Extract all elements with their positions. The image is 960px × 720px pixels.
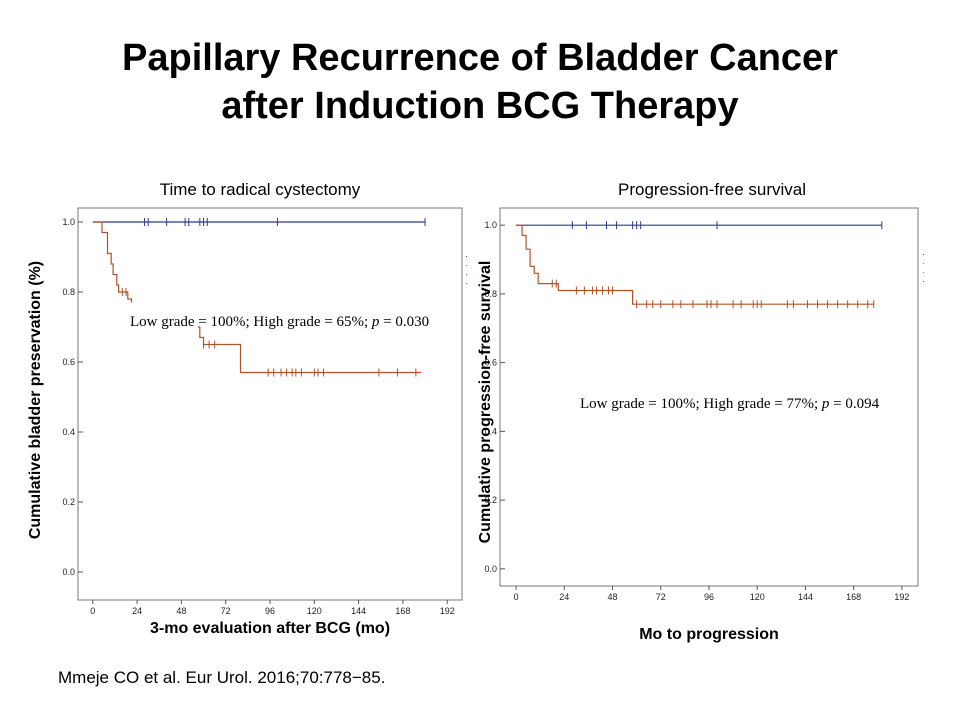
right-legend-marks: · · · · <box>922 249 925 286</box>
chart0-y-tick-label: 1.0 <box>62 217 75 227</box>
left-chart-title: Time to radical cystectomy <box>159 180 361 199</box>
chart0-series-1-line <box>92 221 133 303</box>
right-chart-annotation: Low grade = 100%; High grade = 77%; p = … <box>580 396 880 412</box>
chart1-x-tick-label: 24 <box>559 592 569 602</box>
left-chart-y-axis-label: Cumulative bladder preservation (%) <box>27 260 44 540</box>
left-chart: 0.0 0.2 0.4 0.6 0.8 1.0 0 24 48 72 96 120 144 168 192 <box>62 207 463 616</box>
slide-title: Papillary Recurrence of Bladder Cancer a… <box>0 34 960 130</box>
right-chart: 0.0 0.2 0.4 0.6 0.8 1.0 0 24 48 72 96 120 144 168 192 <box>484 207 919 602</box>
chart0-y-tick-label: 0.6 <box>62 357 75 367</box>
chart0-x-tick-label: 192 <box>440 606 455 616</box>
chart0-x-tick-label: 24 <box>132 606 142 616</box>
left-legend-marks: · · · · <box>465 251 468 288</box>
chart0-x-tick-label: 0 <box>90 606 95 616</box>
chart1-series-1-line <box>516 224 874 305</box>
chart1-y-tick-label: 0.2 <box>484 495 497 505</box>
right-chart-y-axis-label: Cumulative progression-free survival <box>477 260 494 544</box>
chart0-y-tick-label: 0.2 <box>62 497 75 507</box>
left-chart-annotation: Low grade = 100%; High grade = 65%; p = … <box>130 314 430 330</box>
chart1-x-tick-label: 72 <box>656 592 666 602</box>
chart1-x-tick-label: 120 <box>750 592 765 602</box>
chart0-x-tick-label: 96 <box>265 606 275 616</box>
citation: Mmeje CO et al. Eur Urol. 2016;70:778−85… <box>58 668 386 687</box>
right-chart-x-axis-label: Mo to progression <box>639 626 779 643</box>
chart1-y-tick-label: 0.6 <box>484 358 497 368</box>
chart1-x-tick-label: 96 <box>704 592 714 602</box>
chart0-y-tick-label: 0.8 <box>62 287 75 297</box>
chart1-x-tick-label: 192 <box>894 592 909 602</box>
chart1-x-tick-label: 144 <box>798 592 813 602</box>
chart1-x-tick-label: 168 <box>846 592 861 602</box>
slide-title-line2: after Induction BCG Therapy <box>221 85 739 127</box>
chart1-y-tick-label: 0.0 <box>484 564 497 574</box>
chart1-y-tick-label: 0.8 <box>484 289 497 299</box>
right-chart-title: Progression-free survival <box>617 180 806 199</box>
left-chart-x-axis-label: 3-mo evaluation after BCG (mo) <box>149 620 391 637</box>
chart0-x-tick-label: 72 <box>221 606 231 616</box>
chart0-x-tick-label: 48 <box>176 606 186 616</box>
chart0-plot-frame <box>77 207 463 601</box>
chart0-x-tick-label: 144 <box>351 606 366 616</box>
chart0-y-tick-label: 0.4 <box>62 427 75 437</box>
slide-title-line1: Papillary Recurrence of Bladder Cancer <box>122 37 838 79</box>
chart1-x-tick-label: 0 <box>514 592 519 602</box>
chart0-x-tick-label: 120 <box>307 606 322 616</box>
chart0-x-tick-label: 168 <box>395 606 410 616</box>
chart0-y-tick-label: 0.0 <box>62 567 75 577</box>
chart0-series-1-line <box>198 326 422 374</box>
chart1-y-tick-label: 1.0 <box>484 220 497 230</box>
chart1-y-tick-label: 0.4 <box>484 426 497 436</box>
chart1-x-tick-label: 48 <box>608 592 618 602</box>
